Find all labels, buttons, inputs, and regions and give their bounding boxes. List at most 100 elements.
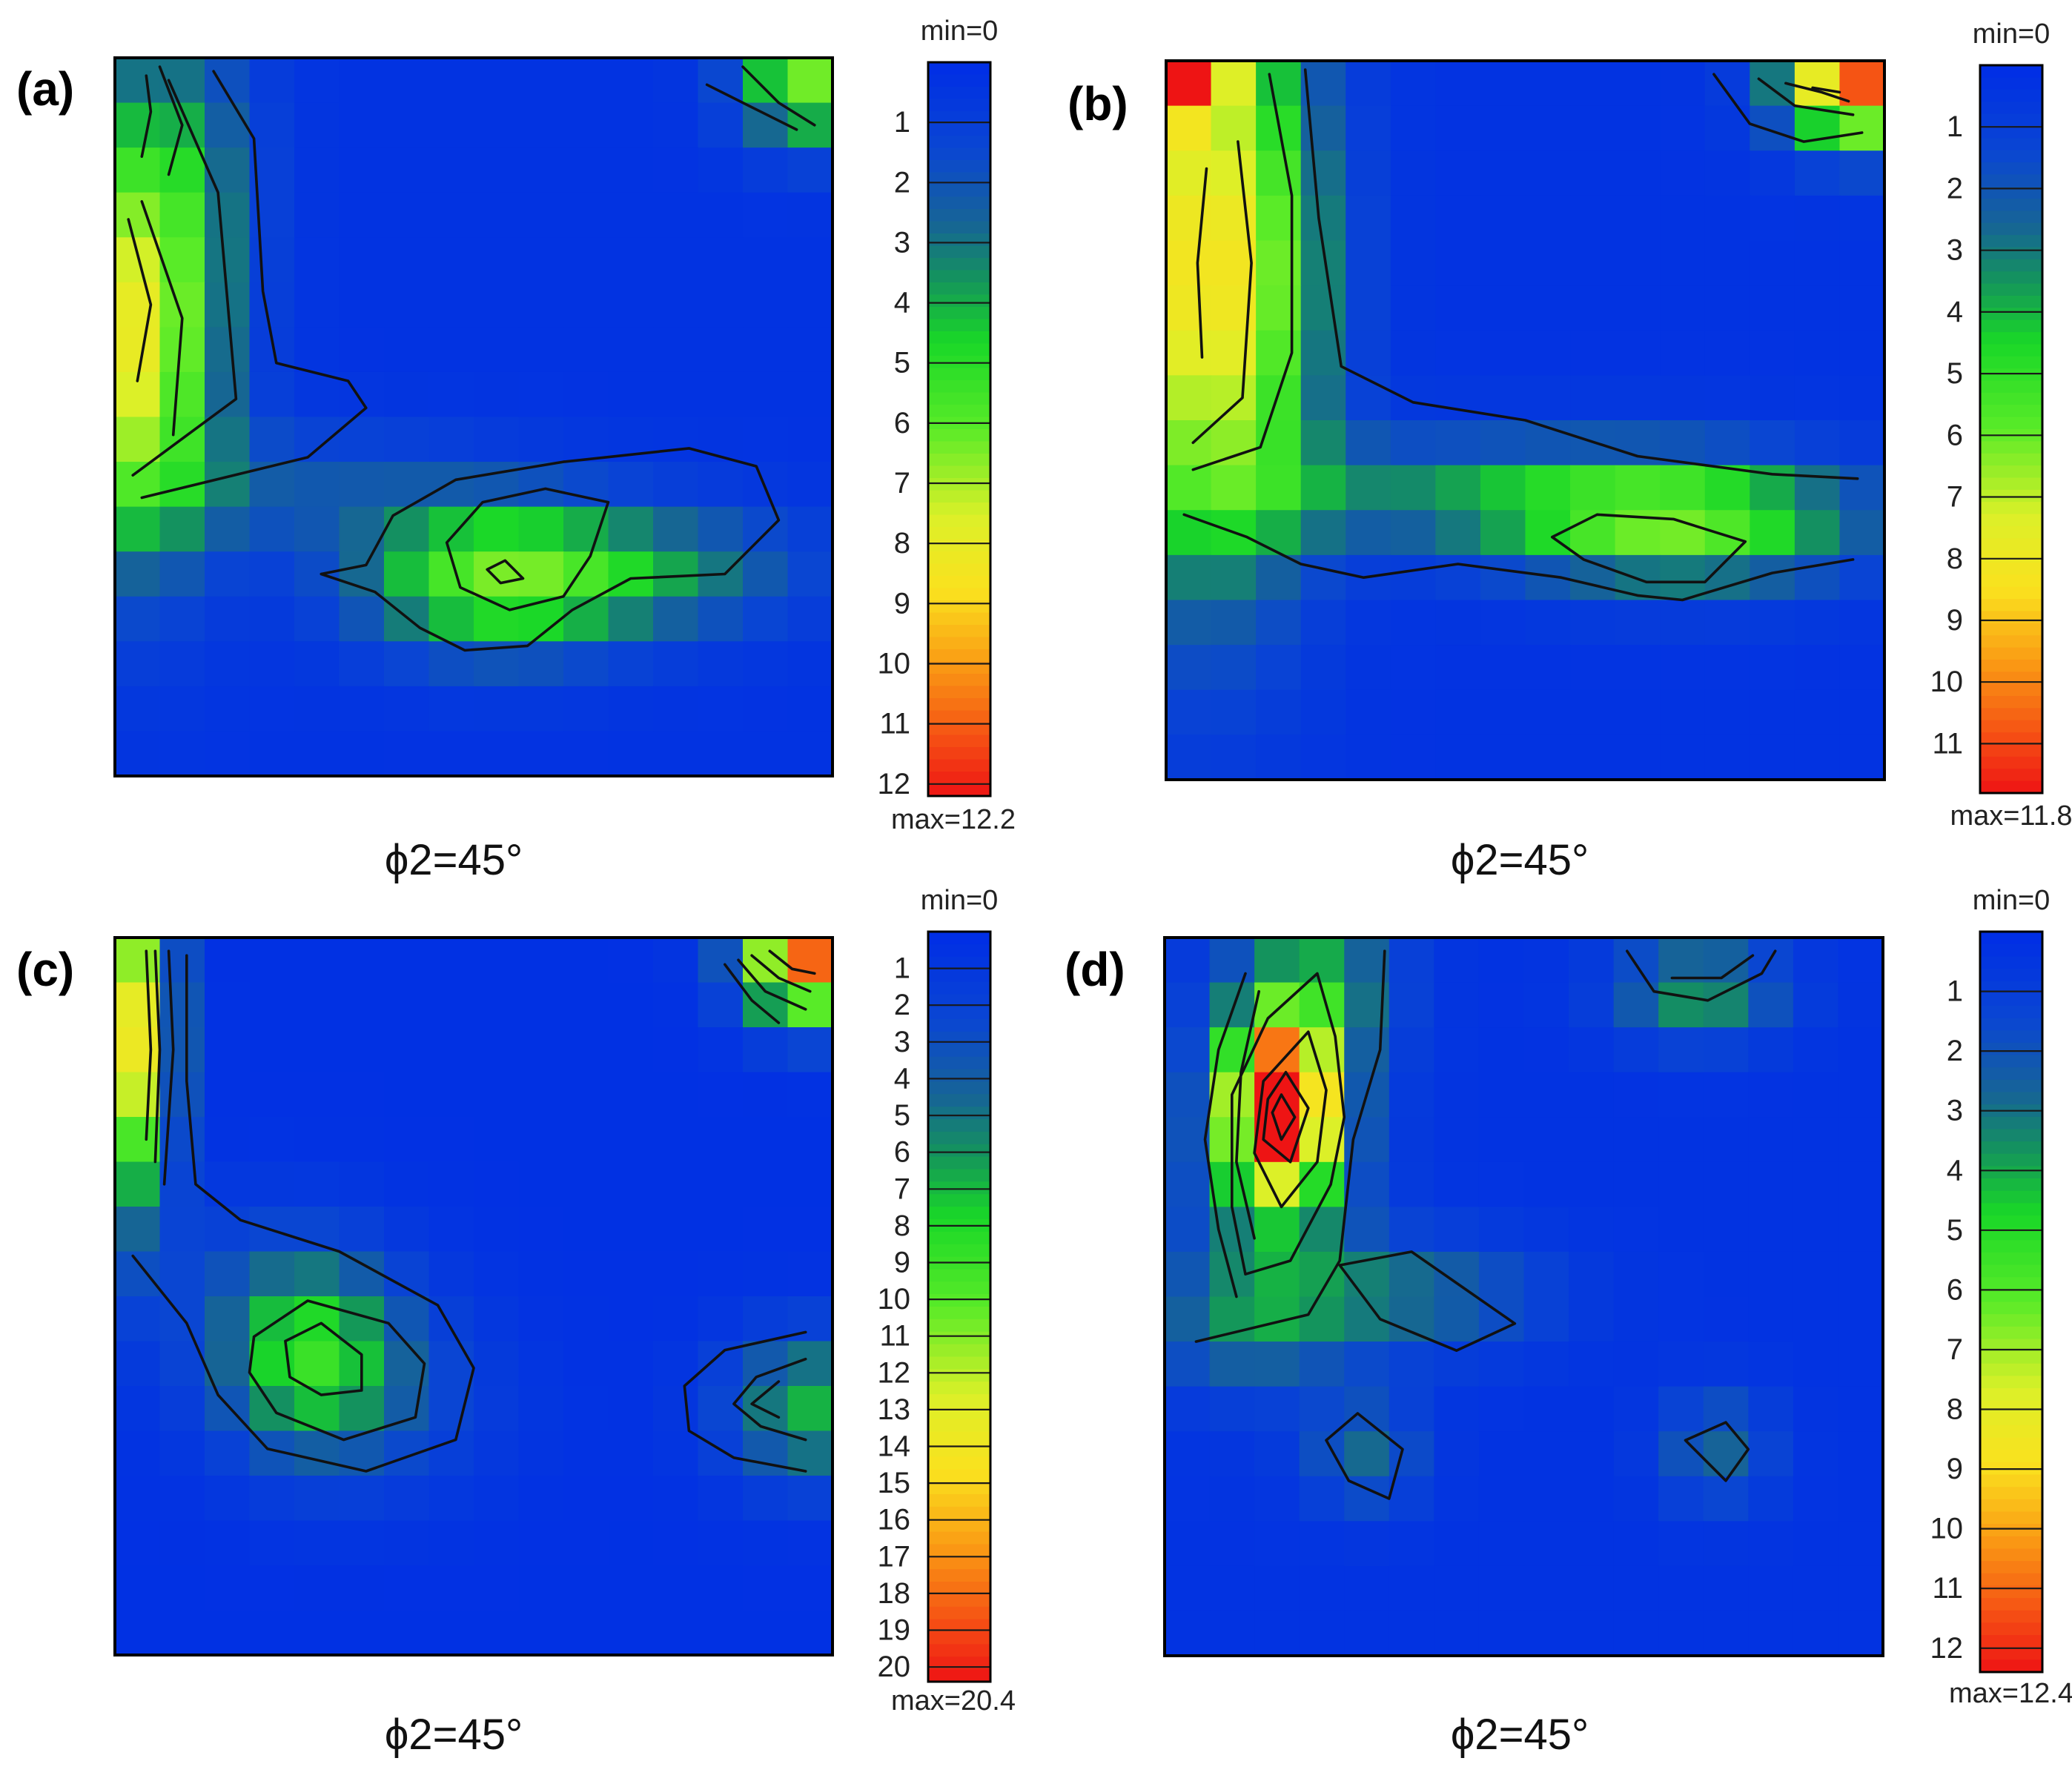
odf-cell <box>1793 1027 1839 1073</box>
odf-cell <box>1388 1296 1435 1342</box>
odf-cell <box>653 731 699 777</box>
odf-cell <box>115 506 161 552</box>
odf-cell <box>1839 689 1885 736</box>
odf-cell <box>428 371 474 418</box>
odf-cell <box>428 938 474 984</box>
contour-line <box>131 79 238 477</box>
odf-cell <box>1346 510 1391 556</box>
panel-d-colorbar-max-label: max=12.4 <box>1949 1678 2072 1709</box>
odf-cell <box>1570 240 1616 286</box>
odf-cell <box>1838 1611 1884 1656</box>
odf-cell <box>1838 1341 1884 1387</box>
odf-cell <box>743 462 789 508</box>
odf-cell <box>205 596 251 643</box>
odf-cell <box>743 506 789 552</box>
odf-cell <box>1300 375 1347 421</box>
odf-cell <box>1256 510 1302 556</box>
odf-cell <box>1390 150 1437 196</box>
odf-cell <box>1211 734 1257 780</box>
odf-cell <box>787 1476 833 1522</box>
odf-cell <box>339 1117 385 1163</box>
contour-line <box>750 954 812 993</box>
odf-cell <box>1748 1611 1794 1656</box>
colorbar-band <box>928 1482 990 1495</box>
odf-cell <box>1793 1251 1839 1298</box>
odf-cell <box>563 551 609 597</box>
colorbar-band <box>928 196 990 210</box>
odf-cell <box>1434 1251 1480 1298</box>
odf-cell <box>653 1476 699 1522</box>
odf-cell <box>159 506 205 552</box>
odf-cell <box>563 596 609 643</box>
panel-a-colorbar-frame <box>927 61 992 797</box>
odf-cell <box>1478 1117 1525 1163</box>
odf-cell <box>249 1161 295 1207</box>
odf-cell <box>1660 105 1706 152</box>
odf-cell <box>1615 600 1661 646</box>
odf-cell <box>518 982 564 1028</box>
odf-cell <box>1523 1296 1569 1342</box>
odf-cell <box>787 102 833 148</box>
odf-cell <box>1838 1027 1884 1073</box>
odf-cell <box>1434 938 1480 984</box>
odf-cell <box>698 371 744 418</box>
odf-cell <box>339 1027 385 1073</box>
odf-cell <box>294 147 340 193</box>
odf-cell <box>787 551 833 597</box>
panel-a-caption: ϕ2=45° <box>385 836 523 884</box>
colorbar-tick-label: 19 <box>878 1614 911 1647</box>
odf-cell <box>1166 330 1212 377</box>
odf-cell <box>787 1117 833 1163</box>
odf-cell <box>1523 938 1569 984</box>
colorbar-tick-label: 2 <box>1947 1035 1963 1067</box>
odf-cell <box>249 731 295 777</box>
odf-cell <box>1525 330 1571 377</box>
odf-cell <box>1390 105 1437 152</box>
odf-cell <box>115 1296 161 1342</box>
colorbar-band <box>928 185 990 198</box>
odf-cell <box>1660 465 1706 511</box>
odf-cell <box>1165 1117 1211 1163</box>
odf-cell <box>205 1027 251 1073</box>
odf-cell <box>205 506 251 552</box>
odf-cell <box>249 506 295 552</box>
odf-cell <box>518 58 564 104</box>
odf-cell <box>1254 982 1300 1028</box>
odf-cell <box>563 506 609 552</box>
odf-cell <box>1209 1296 1255 1342</box>
odf-cell <box>1704 195 1751 242</box>
odf-cell <box>474 551 520 597</box>
odf-cell <box>743 1610 789 1656</box>
colorbar-band <box>928 551 990 565</box>
contour-line <box>741 65 816 127</box>
odf-cell <box>1658 1161 1704 1208</box>
odf-cell <box>1388 982 1435 1028</box>
odf-cell <box>787 1386 833 1432</box>
odf-cell <box>1570 61 1616 107</box>
odf-cell <box>1166 465 1212 511</box>
odf-cell <box>1750 150 1795 196</box>
colorbar-tick-label: 11 <box>879 708 910 740</box>
odf-cell <box>1748 1521 1794 1567</box>
odf-cell <box>698 1027 744 1073</box>
odf-cell <box>1748 1386 1794 1432</box>
odf-cell <box>159 1072 205 1118</box>
colorbar-tick-label: 12 <box>878 1356 911 1389</box>
odf-cell <box>474 1027 520 1073</box>
colorbar-band <box>1980 259 2042 273</box>
odf-cell <box>1703 1117 1750 1163</box>
odf-cell <box>1794 600 1841 646</box>
odf-cell <box>1525 465 1571 511</box>
odf-cell <box>205 1520 251 1566</box>
odf-cell <box>653 371 699 418</box>
odf-cell <box>1254 1251 1300 1298</box>
colorbar-band <box>928 1119 990 1132</box>
contour-line <box>162 949 175 1186</box>
odf-cell <box>1704 330 1751 377</box>
colorbar-band <box>928 1269 990 1283</box>
odf-cell <box>474 506 520 552</box>
odf-cell <box>1390 465 1437 511</box>
colorbar-band <box>928 1406 990 1420</box>
odf-cell <box>608 282 654 328</box>
